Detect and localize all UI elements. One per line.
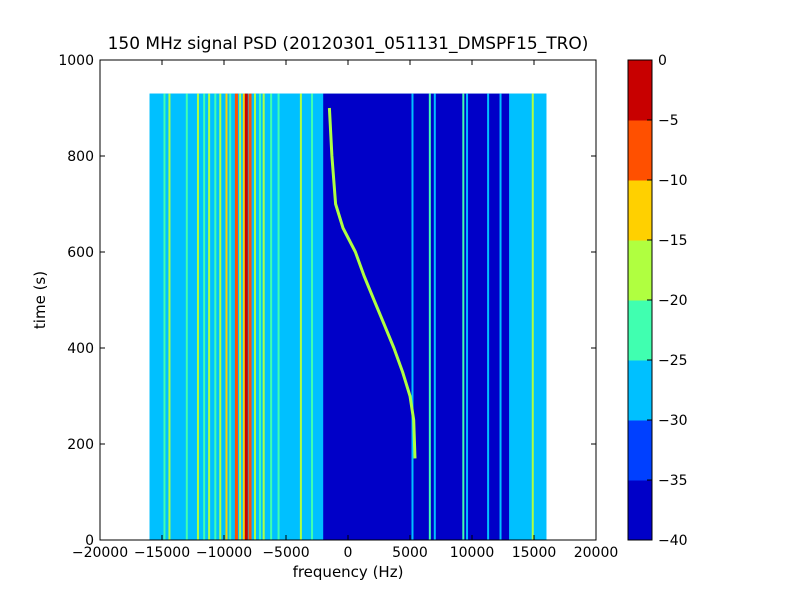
heatmap-stripe-27 — [487, 93, 490, 540]
x-tick-label: 0 — [344, 545, 353, 561]
heatmap-stripe-12 — [242, 93, 245, 540]
colorbar-tick-label: −15 — [658, 233, 688, 249]
heatmap-stripe-26 — [466, 93, 469, 540]
heatmap-stripe-0 — [163, 93, 166, 540]
y-axis: 0 200 400 600 800 1000 — [58, 53, 596, 549]
x-tick-label: 15000 — [512, 545, 557, 561]
colorbar-segment — [628, 300, 652, 361]
x-tick-label: −20000 — [72, 545, 128, 561]
x-axis: −20000 −15000 −10000 −5000 0 5000 10000 15000 20… — [72, 60, 618, 561]
heatmap-stripe-22 — [411, 93, 414, 540]
y-tick-label: 1000 — [58, 53, 94, 69]
colorbar-tick-label: −10 — [658, 173, 688, 189]
y-tick-label: 0 — [85, 533, 94, 549]
heatmap-band-1 — [323, 93, 510, 540]
x-tick-label: −10000 — [196, 545, 252, 561]
colorbar: −40 −35 −30 −25 −20 −15 −10 −5 0 — [627, 53, 688, 549]
y-tick-label: 800 — [67, 149, 94, 165]
colorbar-segment — [628, 240, 652, 301]
colorbar-tick-label: −35 — [658, 473, 688, 489]
heatmap-stripe-7 — [219, 93, 222, 540]
drifting-signal-track — [327, 107, 417, 459]
x-tick-label: −15000 — [134, 545, 190, 561]
colorbar-segment — [628, 60, 652, 121]
heatmap-stripe-8 — [225, 93, 228, 540]
heatmap-stripe-5 — [208, 93, 211, 540]
heatmap-stripe-15 — [254, 93, 256, 540]
x-tick-label: 10000 — [450, 545, 495, 561]
heatmap-stripe-3 — [196, 93, 199, 540]
heatmap-stripe-2 — [185, 93, 188, 540]
x-axis-label: frequency (Hz) — [293, 563, 404, 581]
colorbar-tick-label: −30 — [658, 413, 688, 429]
heatmap-stripe-10 — [234, 93, 238, 540]
heatmap-stripe-11 — [239, 93, 242, 540]
x-tick-label: 20000 — [574, 545, 619, 561]
heatmap-stripe-19 — [277, 93, 280, 540]
heatmap-stripe-14 — [248, 93, 252, 540]
heatmap-band-2 — [509, 93, 547, 540]
plot-area: −20000 −15000 −10000 −5000 0 5000 10000 15000 20… — [58, 53, 618, 561]
colorbar-segment — [628, 120, 652, 181]
y-axis-label: time (s) — [31, 271, 49, 329]
heatmap-stripe-20 — [299, 93, 302, 540]
chart-title: 150 MHz signal PSD (20120301_051131_DMSP… — [108, 34, 589, 54]
heatmap-stripe-1 — [168, 93, 171, 540]
x-tick-label: 5000 — [392, 545, 428, 561]
heatmap-stripe-28 — [499, 93, 502, 540]
colorbar-tick-label: −40 — [658, 533, 688, 549]
heatmap-stripe-9 — [229, 93, 232, 540]
y-tick-label: 200 — [67, 437, 94, 453]
y-tick-label: 600 — [67, 245, 94, 261]
x-tick-label: −5000 — [262, 545, 309, 561]
colorbar-segment — [628, 180, 652, 241]
heatmap-stripe-6 — [214, 93, 217, 540]
heatmap-stripe-21 — [311, 93, 314, 540]
colorbar-tick-label: −5 — [658, 113, 679, 129]
heatmap-stripe-4 — [203, 93, 206, 540]
colorbar-segment — [628, 360, 652, 421]
heatmap-stripe-17 — [262, 93, 265, 540]
heatmap-stripe-25 — [462, 93, 465, 540]
heatmap-stripe-24 — [433, 93, 436, 540]
heatmap-stripe-13 — [244, 93, 248, 540]
colorbar-tick-label: −20 — [658, 293, 688, 309]
heatmap-stripe-23 — [428, 93, 431, 540]
heatmap-stripe-18 — [270, 93, 273, 540]
psd-heatmap — [149, 93, 547, 540]
colorbar-tick-label: 0 — [658, 53, 667, 69]
colorbar-segment — [628, 420, 652, 481]
colorbar-tick-label: −25 — [658, 353, 688, 369]
colorbar-segment — [628, 480, 652, 541]
heatmap-stripe-29 — [531, 93, 534, 540]
heatmap-stripe-16 — [258, 93, 261, 540]
y-tick-label: 400 — [67, 341, 94, 357]
